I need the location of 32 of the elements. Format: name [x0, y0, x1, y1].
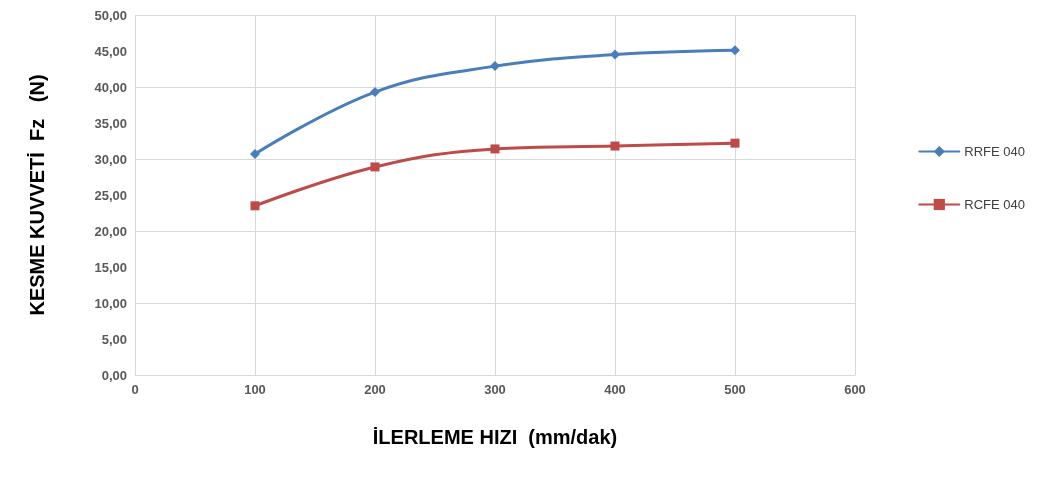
- point: [610, 49, 620, 60]
- point: [730, 138, 740, 148]
- legend-label: RCFE 040: [964, 197, 1026, 212]
- point: [730, 45, 740, 56]
- x-tick-label: 200: [364, 382, 386, 397]
- x-tick-label: 400: [604, 382, 626, 397]
- y-tick-label: 5,00: [101, 331, 127, 347]
- y-axis-title: KESME KUVVETİ Fz (N): [26, 74, 48, 316]
- x-tick-label: 600: [844, 382, 866, 397]
- x-tick-label: 0: [131, 382, 139, 397]
- point: [610, 141, 620, 151]
- y-tick-label: 20,00: [94, 223, 127, 239]
- x-tick-label: 300: [484, 382, 506, 397]
- y-tick-label: 30,00: [94, 151, 127, 167]
- point: [490, 61, 500, 72]
- legend-label: RRFE 040: [964, 144, 1026, 159]
- point: [370, 87, 380, 98]
- y-tick-label: 45,00: [94, 43, 127, 59]
- y-tick-label: 35,00: [94, 115, 127, 131]
- y-tick-label: 0,00: [101, 367, 127, 383]
- y-tick-label: 25,00: [94, 187, 127, 203]
- y-tick-label: 40,00: [94, 79, 127, 95]
- point: [250, 201, 260, 211]
- y-tick-label: 50,00: [94, 7, 127, 23]
- x-axis-title: İLERLEME HIZI (mm/dak): [372, 426, 618, 448]
- point: [490, 144, 500, 154]
- point: [370, 162, 380, 172]
- y-tick-label: 10,00: [94, 295, 127, 311]
- x-tick-label: 100: [244, 382, 266, 397]
- y-tick-label: 15,00: [94, 259, 127, 275]
- point: [250, 148, 260, 159]
- x-tick-label: 500: [724, 382, 746, 397]
